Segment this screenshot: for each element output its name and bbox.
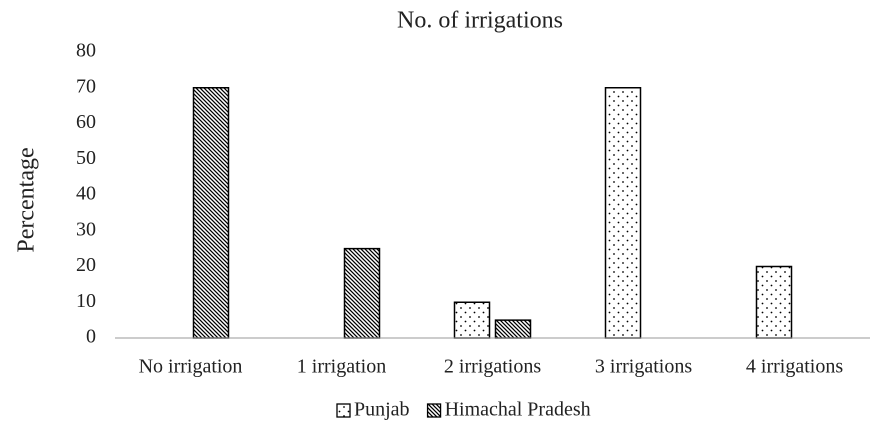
legend-swatch [426, 403, 442, 418]
y-tick-label: 50 [76, 147, 96, 169]
y-tick-label: 10 [76, 290, 96, 312]
y-tick-label: 70 [76, 75, 96, 97]
chart-title: No. of irrigations [397, 8, 563, 34]
x-tick-label: 1 irrigation [297, 356, 386, 378]
y-tick-label: 0 [86, 326, 96, 348]
bar [343, 247, 381, 339]
legend-label: Himachal Pradesh [445, 399, 591, 421]
legend-swatch [336, 403, 351, 418]
bar [604, 87, 642, 339]
x-tick-label: 2 irrigations [444, 356, 541, 378]
bar [755, 265, 793, 339]
y-tick-label: 60 [76, 111, 96, 133]
bar [453, 301, 491, 339]
y-tick-label: 40 [76, 183, 96, 205]
legend-label: Punjab [354, 399, 410, 421]
x-tick-label: 3 irrigations [595, 356, 692, 378]
y-tick-label: 30 [76, 218, 96, 240]
y-tick-label: 20 [76, 254, 96, 276]
bar [192, 87, 230, 339]
x-tick-label: 4 irrigations [746, 356, 843, 378]
y-tick-label: 80 [76, 40, 96, 62]
x-tick-label: No irrigation [139, 356, 243, 378]
bar [494, 319, 532, 339]
y-axis-label: Percentage [14, 147, 40, 252]
